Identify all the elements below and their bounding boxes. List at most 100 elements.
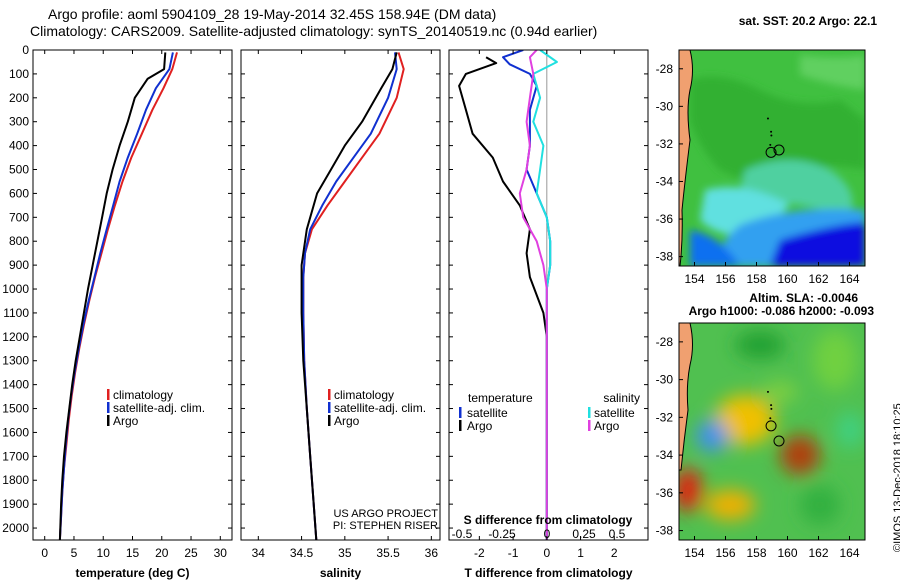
y-tick-label: -36 [656, 486, 674, 500]
x-axis-label: salinity [320, 566, 362, 580]
legend-title-temperature: temperature [468, 391, 533, 405]
y-tick-label: 2000 [2, 521, 29, 535]
x-tick-label: 0 [41, 546, 48, 560]
argo-position-marker [765, 146, 777, 158]
sst-map-title: sat. SST: 20.2 Argo: 22.1 [739, 14, 878, 28]
legend-swatch [328, 389, 331, 400]
legend-swatch [459, 420, 462, 431]
legend-label: climatology [334, 388, 394, 402]
legend-label: climatology [113, 388, 173, 402]
y-tick-label: -34 [656, 448, 674, 462]
x-tick-label: 156 [715, 546, 735, 560]
legend-label: Argo [334, 414, 360, 428]
track-dot [770, 404, 773, 407]
y-tick-label: 1700 [2, 449, 29, 463]
series-line-climatology [58, 52, 178, 540]
x-tick-label: 154 [684, 546, 704, 560]
series-line-salinity-satellite [532, 50, 558, 540]
track-dot [766, 117, 769, 120]
x-axis-label: temperature (deg C) [75, 566, 189, 580]
y-tick-label: 100 [9, 67, 29, 81]
x-tick-label: 0 [543, 546, 550, 560]
x-tick-label: 15 [126, 546, 140, 560]
sst-map [679, 50, 865, 266]
series-line-temperature-argo [458, 56, 548, 540]
track-dot [770, 407, 773, 410]
y-tick-label: -32 [656, 410, 674, 424]
y-tick-label: 700 [9, 210, 29, 224]
legend-swatch [328, 415, 331, 426]
y-tick-label: -28 [656, 335, 674, 349]
salinity-profile-series-group [300, 52, 405, 540]
legend-label: Argo [113, 414, 139, 428]
track-dot [770, 134, 773, 137]
x-tick-label: 162 [808, 272, 828, 286]
series-line-climatology [302, 52, 405, 540]
x-tick-label: 25 [184, 546, 198, 560]
x-axis-label: T difference from climatology [464, 566, 632, 580]
y-tick-label: -30 [656, 373, 674, 387]
difference-profile-panel: -2 -1 0 1 2 T difference from climatology [448, 49, 649, 580]
map-frame [678, 322, 866, 541]
salinity-profile-panel: 34 34.5 35 35.5 36 salinity [240, 49, 441, 580]
y-tick-label: -36 [656, 212, 674, 226]
top-tick-label: 0 [544, 527, 551, 541]
y-tick-label: 1100 [3, 306, 29, 320]
x-tick-label: 160 [777, 272, 797, 286]
temperature-profile-panel: 0100200300400500600700800900100011001200… [2, 43, 233, 580]
track-dot [769, 143, 772, 146]
legend-swatch [459, 407, 462, 418]
track-dot [769, 417, 772, 420]
top-tick-label: -0.25 [488, 527, 516, 541]
x-tick-label: 164 [839, 546, 859, 560]
y-tick-label: 1900 [2, 497, 29, 511]
y-tick-label: 600 [9, 186, 29, 200]
temperature-profile-series-group [58, 52, 178, 540]
y-tick-label: 1000 [2, 282, 29, 296]
legend-swatch [328, 402, 331, 413]
x-tick-label: 35 [338, 546, 352, 560]
y-tick-label: 500 [9, 163, 29, 177]
track-dot [770, 130, 773, 133]
legend-label: satellite [594, 406, 635, 420]
top-axis-label: S difference from climatology [464, 513, 633, 527]
legend-swatch [588, 407, 591, 418]
legend-swatch [107, 389, 110, 400]
map-frame [678, 49, 866, 267]
y-tick-label: 200 [9, 91, 29, 105]
difference-profile-series-group [458, 50, 558, 540]
x-tick-label: -1 [508, 546, 519, 560]
x-tick-label: 34 [252, 546, 266, 560]
x-tick-label: 10 [97, 546, 111, 560]
y-tick-label: 900 [9, 258, 29, 272]
y-tick-label: -28 [656, 62, 674, 76]
y-tick-label: 1200 [2, 330, 29, 344]
y-tick-label: -30 [656, 99, 674, 113]
plot-title: Argo profile: aoml 5904109_28 19-May-201… [48, 6, 497, 22]
legend-swatch [588, 420, 591, 431]
y-tick-label: 400 [9, 139, 29, 153]
sla-map [679, 323, 865, 540]
sla-map-axes: 154 156 158 160 162 164 -28 -30 -32 -34 -36 -38 [656, 322, 866, 560]
top-tick-label: 0.5 [609, 527, 626, 541]
legend-title-salinity: salinity [603, 391, 640, 405]
series-line-satellite-adj-clim- [58, 52, 174, 540]
copyright-stamp: ©IMOS 13-Dec-2018 18:10:25 [892, 403, 900, 552]
y-tick-label: 300 [9, 115, 29, 129]
legend-swatch [107, 402, 110, 413]
x-tick-label: 160 [777, 546, 797, 560]
y-tick-label: -32 [656, 137, 674, 151]
legend-swatch [107, 415, 110, 426]
y-tick-label: -38 [656, 524, 674, 538]
x-tick-label: 1 [577, 546, 584, 560]
annotation-text: PI: STEPHEN RISER [333, 520, 438, 532]
y-tick-label: 1300 [2, 354, 29, 368]
salinity-profile-frame [240, 49, 441, 541]
legend-label: satellite [467, 406, 508, 420]
x-tick-label: 35.5 [376, 546, 400, 560]
x-tick-label: 2 [611, 546, 618, 560]
y-tick-label: 0 [22, 43, 29, 57]
legend-label: Argo [467, 419, 493, 433]
annotation-text: US ARGO PROJECT [333, 508, 438, 520]
